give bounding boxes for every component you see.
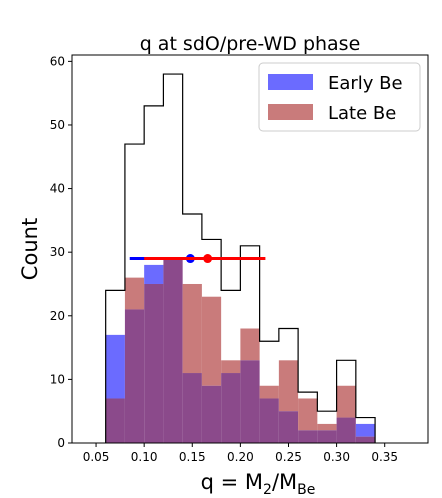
late-be-bar-12 [336,385,356,418]
overlap-bar-2 [144,283,164,443]
x-axis: 0.05 0.10 0.15 0.20 0.25 0.30 0.35 [83,443,398,464]
overlap-bar-13 [355,436,376,443]
late-be-bar-6 [221,360,241,374]
x-tick-label-0: 0.05 [83,450,110,464]
y-tick-label-0: 0 [57,436,65,450]
x-tick-label-2: 0.15 [179,450,206,464]
histogram-bars [105,258,376,443]
overlap-bar-6 [221,373,241,443]
y-tick-label-3: 30 [50,245,65,259]
overlap-bar-5 [201,385,222,443]
x-label-main: q = M [201,470,263,494]
total-histogram-outline [105,73,376,443]
overlap-bar-10 [298,430,318,443]
overlap-bar-4 [182,373,202,443]
overlap-bar-7 [240,360,260,443]
y-tick-label-2: 20 [50,309,65,323]
late-be-bar-10 [298,398,318,431]
y-axis: 0 10 20 30 40 50 60 [50,54,72,450]
early-be-bar-0 [105,334,125,399]
late-be-bar-5 [201,296,222,386]
x-axis-label: q = M2/MBe [201,470,316,498]
y-tick-label-1: 10 [50,372,65,386]
x-tick-label-3: 0.20 [227,450,254,464]
overlap-bar-3 [163,258,183,443]
chart-title: q at sdO/pre-WD phase [140,33,361,55]
early-be-bar-2 [144,264,164,284]
y-tick-label-6: 60 [50,54,65,68]
overlap-bar-8 [259,398,279,443]
median-range-markers [129,254,266,264]
y-tick-label-5: 50 [50,118,65,132]
x-tick-label-4: 0.25 [275,450,302,464]
x-label-sub-be: Be [297,482,315,498]
late-be-bar-11 [317,423,337,431]
x-tick-label-6: 0.35 [371,450,398,464]
overlap-bar-0 [105,398,125,443]
x-tick-label-1: 0.10 [131,450,158,464]
overlap-bar-1 [124,309,145,443]
early-be-bar-13 [355,423,376,437]
overlap-bar-12 [336,417,356,443]
legend-swatch-early-be [268,74,313,90]
late-be-bar-9 [278,360,299,412]
legend-label-early-be: Early Be [328,73,403,94]
legend-label-late-be: Late Be [328,103,396,124]
y-tick-label-4: 40 [50,182,65,196]
plot-frame [71,54,429,444]
late-be-bar-4 [182,283,202,374]
x-tick-label-5: 0.30 [323,450,350,464]
total-step-line [105,73,376,443]
late-be-bar-7 [240,328,260,361]
y-axis-label: Count [18,218,42,280]
overlap-bar-11 [317,430,337,443]
x-label-slash: /M [272,470,297,494]
legend-swatch-late-be [268,104,313,120]
median-marker-1 [203,254,213,264]
late-be-bar-1 [124,277,145,310]
x-label-sub-2: 2 [263,482,272,498]
overlap-bar-9 [278,411,299,443]
late-be-bar-8 [259,385,279,399]
legend: Early Be Late Be [258,62,421,132]
